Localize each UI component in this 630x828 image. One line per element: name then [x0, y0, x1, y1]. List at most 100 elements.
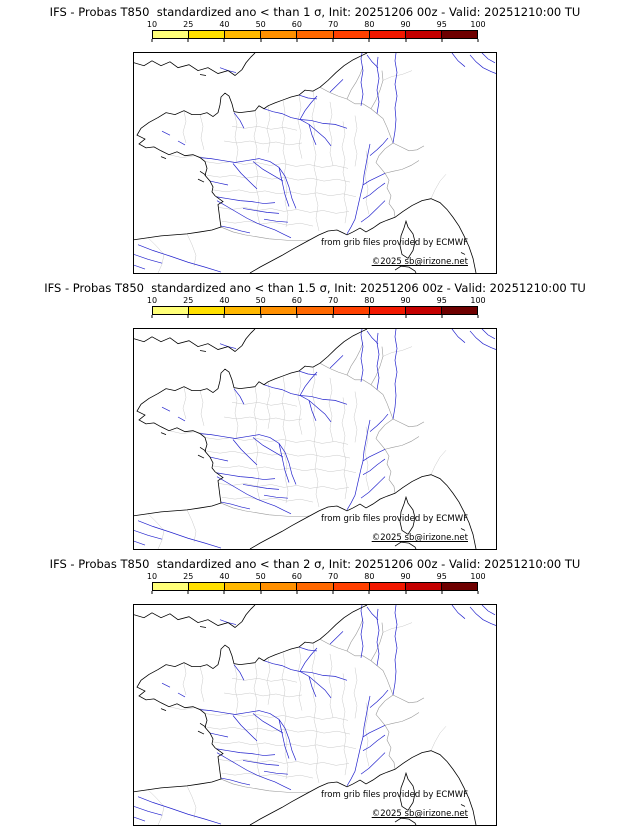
colorbar-tick-mark	[260, 39, 262, 42]
colorbar-tick-label: 70	[328, 296, 339, 305]
colorbar-tick-label: 40	[219, 572, 230, 581]
colorbar-segment	[225, 307, 262, 314]
colorbar: 10 25 40 50 60 70 80 90 95 100	[147, 572, 486, 595]
colorbar-segment	[369, 583, 406, 590]
map-copyright-link[interactable]: ©2025 sb@irizone.net	[371, 257, 468, 267]
colorbar-tick-label: 60	[291, 20, 302, 29]
forecast-panel-1sigma: IFS - Probas T850 standardized ano < tha…	[0, 0, 630, 276]
map-attribution: from grib files provided by ECMWF	[321, 238, 468, 248]
colorbar-tick-label: 10	[146, 572, 158, 581]
colorbar-tick-mark	[477, 591, 479, 594]
colorbar-segment	[333, 307, 370, 314]
colorbar-segment	[405, 31, 442, 38]
colorbar-tick-mark	[405, 591, 407, 594]
colorbar-tick-label: 80	[364, 572, 375, 581]
colorbar-tick-mark	[260, 315, 262, 318]
colorbar-segment	[225, 31, 262, 38]
colorbar-segment	[405, 583, 442, 590]
colorbar-tickmarks	[151, 39, 479, 43]
map-france: from grib files provided by ECMWF ©2025 …	[133, 52, 497, 274]
panel-title: IFS - Probas T850 standardized ano < tha…	[49, 557, 581, 571]
colorbar-tick-label: 50	[255, 20, 266, 29]
colorbar-segment	[261, 307, 298, 314]
colorbar-tick-mark	[368, 315, 370, 318]
colorbar-segment	[261, 583, 298, 590]
forecast-panel-1p5sigma: IFS - Probas T850 standardized ano < tha…	[0, 276, 630, 552]
colorbar-bar	[152, 30, 478, 39]
colorbar-ticks: 10 25 40 50 60 70 80 90 95 100	[147, 20, 486, 30]
colorbar-segment	[441, 31, 477, 38]
colorbar-ticks: 10 25 40 50 60 70 80 90 95 100	[147, 296, 486, 306]
colorbar-segment	[189, 583, 226, 590]
colorbar-tick-mark	[405, 39, 407, 42]
colorbar-segment	[153, 583, 190, 590]
map-attribution: from grib files provided by ECMWF	[321, 514, 468, 524]
colorbar-tick-mark	[223, 39, 225, 42]
colorbar-segment	[225, 583, 262, 590]
colorbar: 10 25 40 50 60 70 80 90 95 100	[147, 20, 486, 43]
colorbar-tick-label: 50	[255, 296, 266, 305]
colorbar-tick-mark	[296, 39, 298, 42]
colorbar-tick-mark	[223, 591, 225, 594]
map-attribution: from grib files provided by ECMWF	[321, 790, 468, 800]
colorbar-tick-label: 25	[183, 572, 194, 581]
colorbar-tick-mark	[368, 591, 370, 594]
colorbar-tick-mark	[441, 39, 443, 42]
colorbar-tick-label: 70	[328, 20, 339, 29]
colorbar-tick-label: 100	[470, 296, 486, 305]
colorbar-segment	[441, 307, 477, 314]
colorbar-segment	[297, 583, 334, 590]
colorbar-bar	[152, 306, 478, 315]
colorbar-tick-mark	[477, 39, 479, 42]
colorbar-tick-mark	[260, 591, 262, 594]
colorbar-tick-mark	[223, 315, 225, 318]
colorbar-tick-mark	[332, 591, 334, 594]
colorbar-tick-label: 95	[436, 20, 447, 29]
colorbar-tick-mark	[187, 39, 189, 42]
colorbar-segment	[333, 583, 370, 590]
map-copyright-link[interactable]: ©2025 sb@irizone.net	[371, 533, 468, 543]
colorbar-tick-label: 90	[400, 20, 411, 29]
colorbar-tick-mark	[151, 591, 153, 594]
panel-title: IFS - Probas T850 standardized ano < tha…	[44, 281, 586, 295]
colorbar-tick-label: 100	[470, 572, 486, 581]
colorbar-tick-mark	[296, 315, 298, 318]
map-france: from grib files provided by ECMWF ©2025 …	[133, 328, 497, 550]
colorbar-tick-mark	[151, 39, 153, 42]
panel-title: IFS - Probas T850 standardized ano < tha…	[49, 5, 581, 19]
colorbar-tick-label: 25	[183, 20, 194, 29]
colorbar-segment	[369, 307, 406, 314]
colorbar-tick-label: 80	[364, 296, 375, 305]
colorbar-segment	[441, 583, 477, 590]
colorbar-bar	[152, 582, 478, 591]
colorbar-tick-mark	[187, 591, 189, 594]
colorbar-tick-label: 25	[183, 296, 194, 305]
map-copyright-link[interactable]: ©2025 sb@irizone.net	[371, 809, 468, 819]
colorbar-tick-label: 95	[436, 572, 447, 581]
colorbar-tick-mark	[441, 315, 443, 318]
colorbar-tick-mark	[187, 315, 189, 318]
colorbar-segment	[261, 31, 298, 38]
colorbar-tick-label: 10	[146, 20, 158, 29]
colorbar-tick-label: 40	[219, 20, 230, 29]
colorbar-tick-label: 90	[400, 296, 411, 305]
colorbar-segment	[153, 31, 190, 38]
colorbar-tick-label: 40	[219, 296, 230, 305]
colorbar-tick-label: 90	[400, 572, 411, 581]
colorbar-tick-label: 95	[436, 296, 447, 305]
colorbar-tick-label: 60	[291, 572, 302, 581]
colorbar-segment	[189, 31, 226, 38]
colorbar-segment	[369, 31, 406, 38]
colorbar: 10 25 40 50 60 70 80 90 95 100	[147, 296, 486, 319]
colorbar-segment	[189, 307, 226, 314]
colorbar-tickmarks	[151, 315, 479, 319]
colorbar-tick-mark	[405, 315, 407, 318]
colorbar-segment	[153, 307, 190, 314]
colorbar-segment	[297, 31, 334, 38]
colorbar-tick-mark	[296, 591, 298, 594]
colorbar-tick-label: 80	[364, 20, 375, 29]
colorbar-tick-mark	[332, 315, 334, 318]
colorbar-segment	[297, 307, 334, 314]
colorbar-tick-mark	[368, 39, 370, 42]
colorbar-tick-label: 60	[291, 296, 302, 305]
